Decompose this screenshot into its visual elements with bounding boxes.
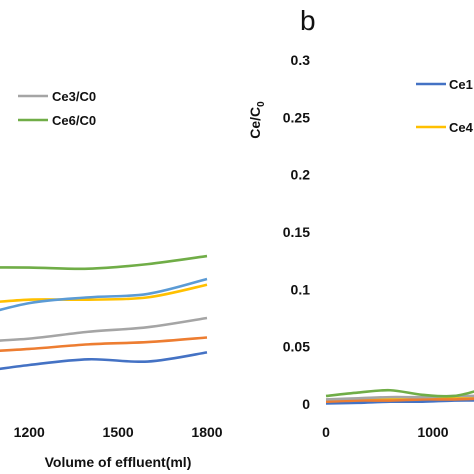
panel-b-y-axis-title-sub: 0 xyxy=(256,101,267,107)
panel-b-legend-label: Ce4 xyxy=(449,120,474,135)
panel-a-series-line-3 xyxy=(0,316,208,342)
panel-a-legend-label: Ce6/C0 xyxy=(52,113,96,128)
panel-b-x-tick-label: 1000 xyxy=(417,424,448,440)
panel-b-y-tick-label: 0.05 xyxy=(283,339,310,355)
panel-a-series-line-6 xyxy=(0,254,208,271)
panel-a-series-line-1 xyxy=(0,351,208,371)
panel-b-y-tick-label: 0.2 xyxy=(291,167,311,183)
panel-b-series-line-5 xyxy=(325,388,474,398)
panel-a: 1200 1500 1800 Volume of effluent(ml) Ce3/C0… xyxy=(0,89,223,470)
panel-b-y-tick-label: 0.3 xyxy=(291,52,311,68)
panel-b-y-tick-label: 0 xyxy=(302,396,310,412)
panel-a-x-tick-label: 1200 xyxy=(14,424,45,440)
panel-b-y-axis-title: Ce/C0 xyxy=(247,101,267,139)
panel-b-y-tick-label: 0.15 xyxy=(283,224,310,240)
panel-a-series-line-4 xyxy=(0,283,208,303)
panel-a-x-tick-label: 1500 xyxy=(103,424,134,440)
panel-b-series-line-3 xyxy=(325,397,474,404)
panel-b-y-tick-label: 0.25 xyxy=(283,109,310,125)
panel-a-x-tick-label: 1800 xyxy=(191,424,222,440)
panel-a-series-line-2 xyxy=(0,336,208,353)
panel-a-legend-label: Ce3/C0 xyxy=(52,89,96,104)
panel-a-series-line-5 xyxy=(0,277,208,312)
panel-b-x-tick-label: 0 xyxy=(322,424,330,440)
panel-b-letter: b xyxy=(300,5,316,36)
panel-a-x-axis-title: Volume of effluent(ml) xyxy=(45,454,192,470)
panel-b-y-tick-label: 0.1 xyxy=(291,281,311,297)
panel-b-legend-label: Ce1 xyxy=(449,77,473,92)
panel-b-y-axis-title-main: Ce/C xyxy=(247,107,263,139)
